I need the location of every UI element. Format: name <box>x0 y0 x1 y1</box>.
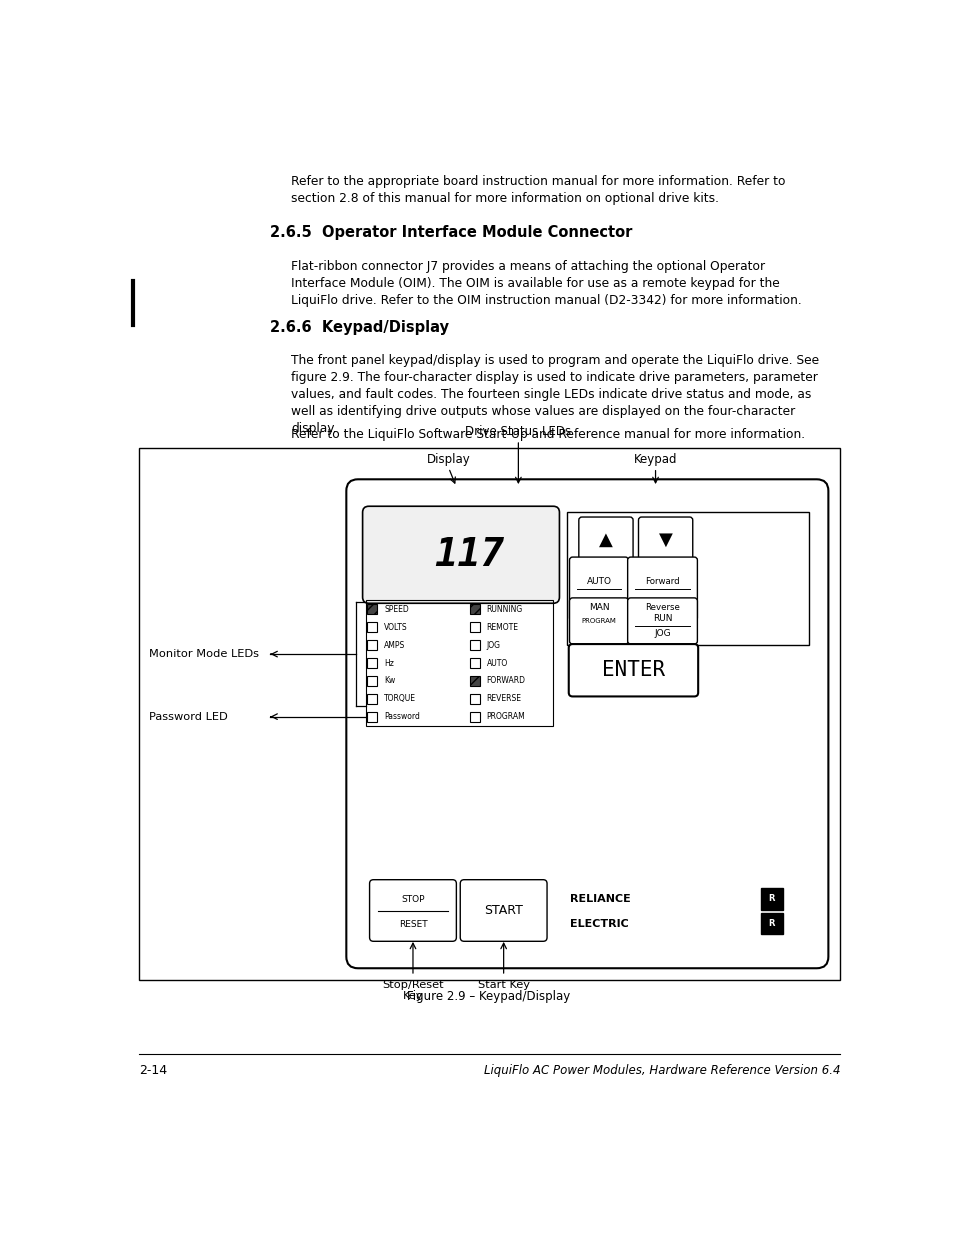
FancyBboxPatch shape <box>459 879 546 941</box>
Text: Figure 2.9 – Keypad/Display: Figure 2.9 – Keypad/Display <box>407 989 570 1003</box>
Text: AMPS: AMPS <box>384 641 405 650</box>
FancyBboxPatch shape <box>367 711 377 721</box>
Text: Stop/Reset
Key: Stop/Reset Key <box>382 979 443 1002</box>
Text: PROGRAM: PROGRAM <box>486 713 525 721</box>
Text: Refer to the appropriate board instruction manual for more information. Refer to: Refer to the appropriate board instructi… <box>291 175 785 205</box>
Text: Flat-ribbon connector J7 provides a means of attaching the optional Operator
Int: Flat-ribbon connector J7 provides a mean… <box>291 259 801 306</box>
Text: R: R <box>768 894 774 904</box>
FancyBboxPatch shape <box>760 888 781 910</box>
Text: MAN: MAN <box>588 604 609 613</box>
Text: Password: Password <box>384 713 419 721</box>
Text: 2-14: 2-14 <box>138 1063 167 1077</box>
Text: 2.6.6  Keypad/Display: 2.6.6 Keypad/Display <box>270 320 449 335</box>
Text: ▼: ▼ <box>658 531 672 550</box>
FancyBboxPatch shape <box>568 645 698 697</box>
Text: AUTO: AUTO <box>486 658 507 668</box>
Text: JOG: JOG <box>654 629 670 637</box>
FancyBboxPatch shape <box>469 694 479 704</box>
Text: REMOTE: REMOTE <box>486 622 518 632</box>
FancyBboxPatch shape <box>367 676 377 685</box>
FancyBboxPatch shape <box>367 622 377 632</box>
Text: Refer to the LiquiFlo Software Start-Up and Reference manual for more informatio: Refer to the LiquiFlo Software Start-Up … <box>291 427 804 441</box>
Text: ENTER: ENTER <box>601 661 664 680</box>
FancyBboxPatch shape <box>367 694 377 704</box>
Text: RESET: RESET <box>398 920 427 929</box>
Text: Drive Status LEDs: Drive Status LEDs <box>465 426 571 438</box>
Text: REVERSE: REVERSE <box>486 694 521 703</box>
Text: Kw: Kw <box>384 677 395 685</box>
FancyBboxPatch shape <box>469 658 479 668</box>
Text: START: START <box>484 904 522 918</box>
FancyBboxPatch shape <box>578 517 633 563</box>
Text: Forward: Forward <box>644 577 679 587</box>
Bar <box>365 600 553 726</box>
FancyBboxPatch shape <box>469 711 479 721</box>
Bar <box>567 513 808 645</box>
FancyBboxPatch shape <box>469 604 479 615</box>
Text: TORQUE: TORQUE <box>384 694 416 703</box>
FancyBboxPatch shape <box>760 913 781 935</box>
FancyBboxPatch shape <box>362 506 558 603</box>
FancyBboxPatch shape <box>627 598 697 645</box>
FancyBboxPatch shape <box>469 676 479 685</box>
Text: Keypad: Keypad <box>633 453 677 466</box>
Text: Display: Display <box>426 453 470 466</box>
Text: Start Key: Start Key <box>477 979 529 989</box>
FancyBboxPatch shape <box>367 604 377 615</box>
FancyBboxPatch shape <box>627 557 697 621</box>
Text: ▲: ▲ <box>598 531 612 550</box>
FancyBboxPatch shape <box>469 640 479 650</box>
Text: 2.6.5  Operator Interface Module Connector: 2.6.5 Operator Interface Module Connecto… <box>270 225 632 240</box>
Text: RUN: RUN <box>652 614 672 624</box>
Text: VOLTS: VOLTS <box>384 622 408 632</box>
Text: Password LED: Password LED <box>149 711 227 721</box>
Text: STOP: STOP <box>401 895 424 904</box>
Text: SPEED: SPEED <box>384 605 409 614</box>
FancyBboxPatch shape <box>469 622 479 632</box>
FancyBboxPatch shape <box>569 557 628 621</box>
FancyBboxPatch shape <box>367 640 377 650</box>
Text: Reverse: Reverse <box>644 604 679 613</box>
Text: RUNNING: RUNNING <box>486 605 522 614</box>
Text: JOG: JOG <box>486 641 500 650</box>
Text: 117: 117 <box>434 536 503 574</box>
Text: Hz: Hz <box>384 658 394 668</box>
Text: R: R <box>768 919 774 927</box>
FancyBboxPatch shape <box>369 879 456 941</box>
Text: The front panel keypad/display is used to program and operate the LiquiFlo drive: The front panel keypad/display is used t… <box>291 353 819 435</box>
Text: AUTO: AUTO <box>586 577 611 587</box>
FancyBboxPatch shape <box>638 517 692 563</box>
Text: Monitor Mode LEDs: Monitor Mode LEDs <box>149 650 258 659</box>
Text: FORWARD: FORWARD <box>486 677 525 685</box>
Text: ELECTRIC: ELECTRIC <box>570 919 628 929</box>
Bar <box>138 448 840 979</box>
FancyBboxPatch shape <box>346 479 827 968</box>
Text: RELIANCE: RELIANCE <box>570 894 630 904</box>
Text: LiquiFlo AC Power Modules, Hardware Reference Version 6.4: LiquiFlo AC Power Modules, Hardware Refe… <box>483 1063 840 1077</box>
FancyBboxPatch shape <box>367 658 377 668</box>
Text: PROGRAM: PROGRAM <box>581 618 616 624</box>
FancyBboxPatch shape <box>569 598 628 645</box>
